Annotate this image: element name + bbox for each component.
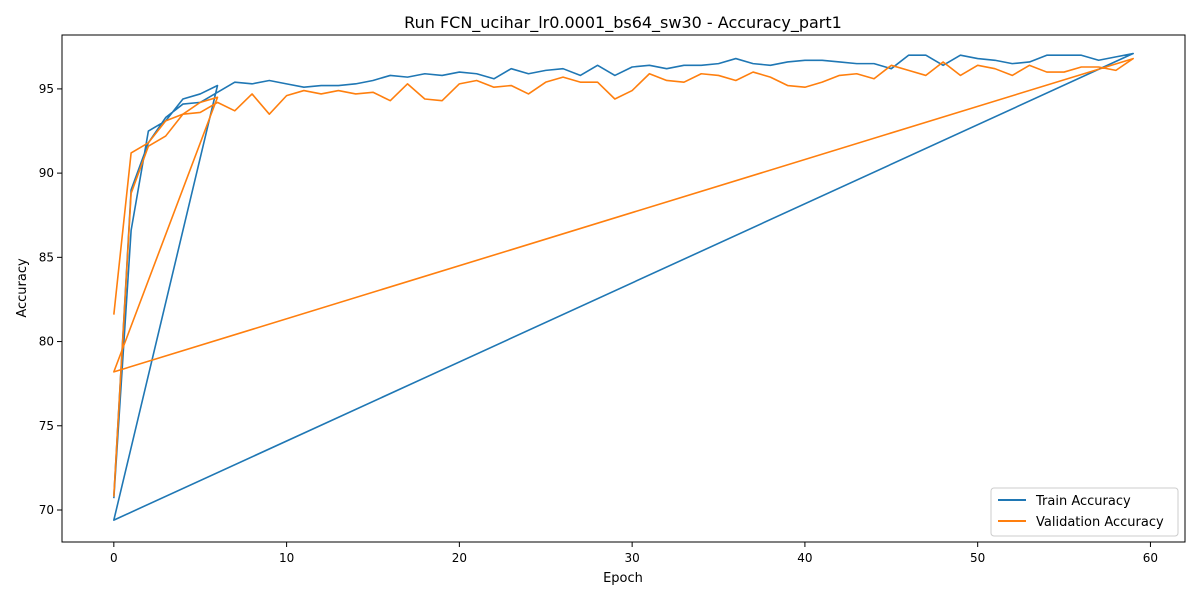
y-tick-label: 70 [39, 503, 54, 517]
x-tick-label: 0 [110, 551, 118, 565]
legend-box [990, 487, 1179, 537]
x-tick-label: 60 [1143, 551, 1158, 565]
legend-label-train: Train Accuracy [1035, 494, 1131, 509]
legend-label-validation: Validation Accuracy [1036, 515, 1164, 530]
x-tick-label: 10 [279, 551, 294, 565]
series-line-train-accuracy [113, 52, 1134, 521]
legend: Train Accuracy Validation Accuracy [990, 487, 1179, 537]
plot-frame [61, 34, 1186, 543]
series-layer [113, 52, 1134, 521]
x-tick-label: 40 [797, 551, 812, 565]
x-tick-label: 30 [624, 551, 639, 565]
y-tick-label: 85 [39, 250, 54, 264]
y-tick-label: 75 [39, 419, 54, 433]
y-axis: 70 75 80 85 90 95 [39, 82, 62, 517]
chart-title: Run FCN_ucihar_lr0.0001_bs64_sw30 - Accu… [404, 13, 842, 33]
y-tick-label: 95 [39, 82, 54, 96]
x-axis-label: Epoch [603, 571, 643, 586]
y-tick-label: 80 [39, 335, 54, 349]
y-axis-label: Accuracy [15, 258, 30, 318]
series-line-validation-accuracy [113, 57, 1134, 497]
x-tick-label: 20 [452, 551, 467, 565]
y-tick-label: 90 [39, 166, 54, 180]
x-tick-label: 50 [970, 551, 985, 565]
x-axis: 0 10 20 30 40 50 60 [110, 542, 1158, 565]
